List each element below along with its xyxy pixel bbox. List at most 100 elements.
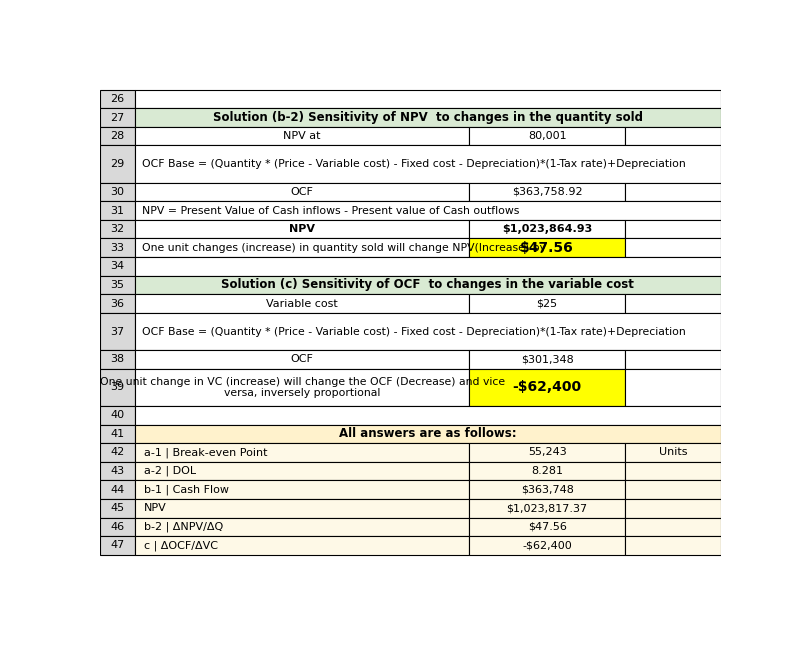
Bar [135,406,721,424]
Bar [625,220,721,238]
Text: b-2 | ΔNPV/ΔQ: b-2 | ΔNPV/ΔQ [144,522,223,532]
Text: 8.281: 8.281 [531,466,563,476]
Text: $1,023,864.93: $1,023,864.93 [502,224,592,234]
Bar [469,220,625,238]
Text: Solution (c) Sensitivity of OCF  to changes in the variable cost: Solution (c) Sensitivity of OCF to chang… [221,279,634,291]
Bar [100,499,135,518]
Bar [469,350,625,369]
Text: 27: 27 [111,113,125,122]
Text: 55,243: 55,243 [528,448,566,457]
Bar [100,369,135,406]
Bar [135,443,469,461]
Bar [100,313,135,350]
Bar [100,183,135,201]
Bar [100,220,135,238]
Bar [625,183,721,201]
Text: -$62,400: -$62,400 [522,540,572,551]
Text: OCF: OCF [291,187,314,197]
Bar [100,461,135,481]
Bar [135,461,469,481]
Bar [625,499,721,518]
Bar [135,109,721,127]
Bar [100,238,135,257]
Bar [469,499,625,518]
Bar [469,127,625,146]
Bar [135,481,469,499]
Bar [135,275,721,295]
Bar [135,536,469,555]
Bar [469,183,625,201]
Bar [625,443,721,461]
Text: NPV: NPV [144,503,167,513]
Bar [135,183,469,201]
Text: 35: 35 [111,280,124,290]
Text: $363,748: $363,748 [521,485,574,495]
Text: $301,348: $301,348 [521,354,574,364]
Bar [469,238,625,257]
Text: 30: 30 [111,187,124,197]
Text: $1,023,817.37: $1,023,817.37 [506,503,588,513]
Text: NPV at: NPV at [284,131,321,141]
Bar [135,369,469,406]
Text: 38: 38 [111,354,125,364]
Bar [625,518,721,536]
Text: 28: 28 [111,131,125,141]
Bar [469,369,625,406]
Bar [135,220,469,238]
Text: 37: 37 [111,326,125,336]
Text: All answers are as follows:: All answers are as follows: [339,428,517,440]
Bar [469,295,625,313]
Text: Variable cost: Variable cost [266,299,338,308]
Bar [625,127,721,146]
Text: 80,001: 80,001 [528,131,566,141]
Text: NPV: NPV [289,224,315,234]
Bar [100,295,135,313]
Text: One unit change in VC (increase) will change the OCF (Decrease) and vice
versa, : One unit change in VC (increase) will ch… [99,377,505,398]
Bar [625,295,721,313]
Text: $363,758.92: $363,758.92 [512,187,582,197]
Bar [100,350,135,369]
Bar [625,369,721,406]
Text: Solution (b-2) Sensitivity of NPV  to changes in the quantity sold: Solution (b-2) Sensitivity of NPV to cha… [213,111,643,124]
Text: 44: 44 [111,485,125,495]
Text: $47.56: $47.56 [520,241,574,255]
Bar [100,127,135,146]
Bar [135,518,469,536]
Text: 47: 47 [111,540,125,551]
Text: 46: 46 [111,522,125,532]
Bar [100,424,135,443]
Text: 29: 29 [111,159,125,169]
Bar [469,518,625,536]
Bar [100,518,135,536]
Text: One unit changes (increase) in quantity sold will change NPV(Increase) by: One unit changes (increase) in quantity … [143,243,546,253]
Text: 43: 43 [111,466,125,476]
Text: a-2 | DOL: a-2 | DOL [144,466,196,476]
Bar [469,536,625,555]
Text: 31: 31 [111,206,124,216]
Text: b-1 | Cash Flow: b-1 | Cash Flow [144,485,229,495]
Text: 36: 36 [111,299,124,308]
Bar [625,238,721,257]
Text: 33: 33 [111,243,124,253]
Text: 40: 40 [111,410,125,420]
Text: OCF: OCF [291,354,314,364]
Bar [625,536,721,555]
Bar [100,443,135,461]
Bar [135,127,469,146]
Text: 32: 32 [111,224,125,234]
Bar [625,481,721,499]
Bar [135,238,469,257]
Text: a-1 | Break-even Point: a-1 | Break-even Point [144,448,268,457]
Text: 41: 41 [111,429,125,439]
Text: -$62,400: -$62,400 [513,381,582,395]
Bar [100,257,135,275]
Text: OCF Base = (Quantity * (Price - Variable cost) - Fixed cost - Depreciation)*(1-T: OCF Base = (Quantity * (Price - Variable… [143,326,686,336]
Bar [135,146,721,183]
Bar [100,109,135,127]
Bar [135,499,469,518]
Text: $47.56: $47.56 [528,522,566,532]
Bar [100,89,135,109]
Text: $25: $25 [537,299,557,308]
Bar [625,350,721,369]
Bar [135,350,469,369]
